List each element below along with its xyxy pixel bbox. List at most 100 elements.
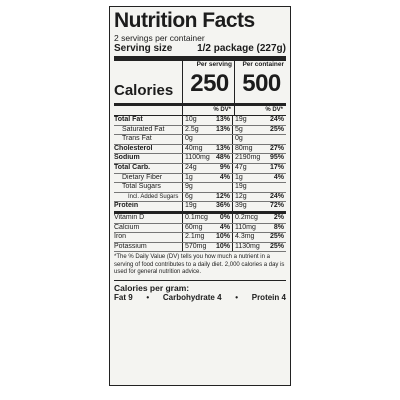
vitamin-row: Iron 2.1mg 10% 4.3mg 25% (114, 233, 286, 243)
serving-amount: 60mg (182, 223, 208, 233)
container-amount: 19g (232, 116, 262, 125)
vitamin-row: Potassium 570mg 10% 1130mg 25% (114, 242, 286, 253)
nutrient-row: Incl. Added Sugars 6g 12% 12g 24% (114, 192, 286, 203)
nutrient-name: Saturated Fat (122, 125, 165, 133)
calories-per-serving: Per serving 250 (182, 61, 234, 103)
serving-amount: 1100mg (182, 154, 210, 163)
serving-amount: 1g (182, 173, 208, 183)
serving-dv: 10% (215, 233, 230, 241)
serving-dv: 10% (215, 242, 230, 250)
calories-row: Calories Per serving 250 Per container 5… (114, 61, 286, 106)
serving-amount: 24g (182, 163, 208, 173)
calories-per-serving-value: 250 (190, 70, 229, 97)
container-amount: 1g (232, 173, 262, 183)
protein-per-gram: Protein 4 (251, 292, 286, 302)
container-dv: 25% (269, 242, 284, 250)
nutrient-name: Cholesterol (114, 144, 153, 152)
container-amount: 12g (232, 192, 262, 202)
serving-size-row: Serving size 1/2 package (227g) (114, 43, 286, 61)
serving-amount: 2.1mg (182, 233, 208, 242)
fat-per-gram: Fat 9 (114, 292, 133, 302)
nutrient-row: Protein 19g 36% 39g 72% (114, 202, 286, 214)
nutrient-name: Total Fat (114, 116, 143, 123)
container-amount: 110mg (232, 223, 262, 233)
serving-dv: 13% (215, 116, 230, 123)
container-dv: 25% (269, 125, 284, 133)
nutrient-row: Total Carb. 24g 9% 47g 17% (114, 163, 286, 174)
nutrient-row: Saturated Fat 2.5g 13% 5g 25% (114, 125, 286, 136)
container-amount: 0.2mcg (232, 213, 262, 223)
dv-header-serving: % DV* (182, 106, 234, 115)
nutrient-name: Sodium (114, 154, 140, 162)
nutrient-name: Incl. Added Sugars (128, 193, 179, 200)
calories-per-gram-title: Calories per gram: (114, 282, 190, 293)
container-dv: 27% (269, 144, 284, 152)
container-dv: 95% (269, 154, 284, 162)
nutrient-row: Trans Fat 0g 0g (114, 135, 286, 145)
container-dv: 24% (269, 116, 284, 123)
vitamin-name: Calcium (114, 223, 140, 231)
nutrition-facts-label: Nutrition Facts 2 servings per container… (109, 6, 291, 386)
container-dv: 72% (269, 202, 284, 210)
dv-header-container: % DV* (234, 106, 286, 115)
serving-dv: 13% (215, 144, 230, 152)
container-amount: 5g (232, 125, 262, 135)
calories-per-container-value: 500 (242, 70, 281, 97)
container-dv: 25% (269, 233, 284, 241)
vitamin-row: Vitamin D 0.1mcg 0% 0.2mcg 2% (114, 213, 286, 224)
serving-size-label: Serving size (114, 43, 173, 54)
nutrient-name: Protein (114, 202, 139, 210)
container-dv: 24% (269, 192, 284, 200)
container-amount: 4.3mg (232, 233, 262, 242)
container-dv: 8% (273, 223, 284, 231)
container-amount: 1130mg (232, 242, 262, 252)
vitamin-name: Vitamin D (114, 213, 145, 221)
serving-amount: 2.5g (182, 125, 208, 135)
calories-per-gram-row: Fat 9 • Carbohydrate 4 • Protein 4 (114, 293, 286, 303)
serving-dv: 13% (215, 125, 230, 133)
nutrient-name: Total Carb. (114, 163, 151, 171)
per-container-header: Per container (242, 61, 284, 68)
label-title: Nutrition Facts (114, 9, 255, 32)
serving-amount: 0.1mcg (182, 213, 208, 223)
footnote: *The % Daily Value (DV) tells you how mu… (114, 252, 286, 281)
serving-amount: 6g (182, 192, 208, 202)
nutrient-row: Dietary Fiber 1g 4% 1g 4% (114, 173, 286, 184)
serving-dv: 4% (219, 173, 230, 181)
vitamin-name: Iron (114, 233, 127, 241)
servings-per-container: 2 servings per container (114, 33, 205, 43)
serving-dv: 12% (215, 192, 230, 200)
vitamin-list: Vitamin D 0.1mcg 0% 0.2mcg 2% Calcium 60mg 4% 11… (114, 213, 286, 253)
container-amount: 80mg (232, 144, 262, 154)
per-serving-header: Per serving (196, 61, 232, 68)
serving-dv: 48% (215, 154, 230, 162)
separator-dot: • (146, 292, 150, 302)
vitamin-row: Calcium 60mg 4% 110mg 8% (114, 223, 286, 234)
serving-amount: 19g (182, 202, 208, 211)
serving-amount: 40mg (182, 144, 208, 154)
serving-dv: 0% (219, 213, 230, 221)
serving-dv (208, 135, 232, 144)
nutrient-name: Total Sugars (122, 183, 161, 191)
serving-amount: 10g (182, 116, 208, 125)
nutrient-row: Sodium 1100mg 48% 2190mg 95% (114, 154, 286, 164)
container-dv (262, 135, 286, 144)
serving-amount: 570mg (182, 242, 208, 252)
serving-amount: 0g (182, 135, 208, 144)
container-dv (262, 183, 286, 192)
carb-per-gram: Carbohydrate 4 (162, 292, 222, 302)
container-amount: 0g (232, 135, 262, 144)
nutrient-row: Total Fat 10g 13% 19g 24% (114, 116, 286, 126)
container-amount: 2190mg (232, 154, 262, 163)
container-amount: 47g (232, 163, 262, 173)
serving-size-value: 1/2 package (227g) (197, 43, 286, 54)
separator-dot: • (235, 292, 239, 302)
nutrient-name: Trans Fat (122, 135, 152, 143)
container-amount: 19g (232, 183, 262, 192)
vitamin-name: Potassium (114, 242, 147, 250)
dv-header-row: % DV* % DV* (114, 106, 286, 116)
nutrient-row: Cholesterol 40mg 13% 80mg 27% (114, 144, 286, 155)
nutrient-row: Total Sugars 9g 19g (114, 183, 286, 193)
serving-amount: 9g (182, 183, 208, 192)
container-dv: 17% (269, 163, 284, 171)
